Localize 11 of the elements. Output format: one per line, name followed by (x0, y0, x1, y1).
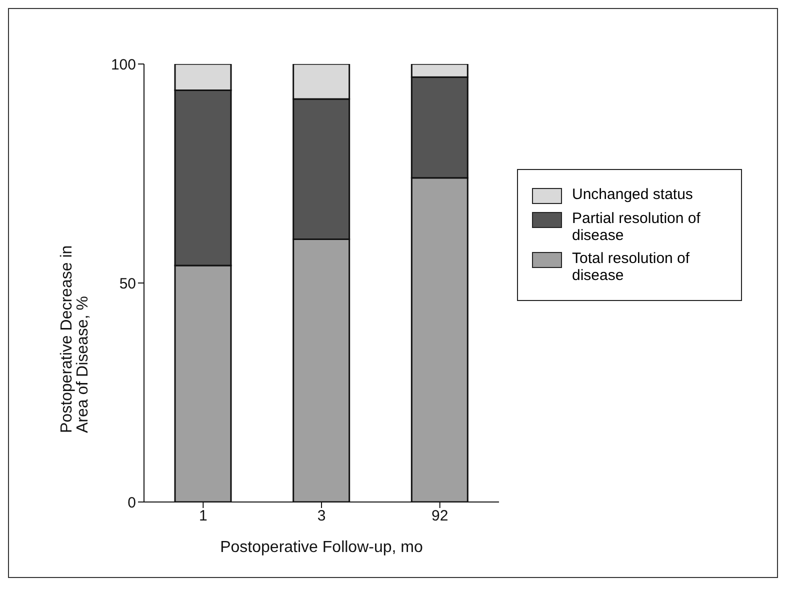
legend-label: Unchanged status (572, 186, 693, 203)
legend-label: Total resolution of disease (572, 250, 691, 284)
y-tick-label: 100 (110, 56, 136, 74)
y-tick-label: 0 (128, 494, 136, 512)
y-axis-title: Postoperative Decrease in Area of Disease, % (58, 245, 92, 433)
legend-label: Partial resolution of disease (572, 210, 702, 244)
x-tick-label: 1 (198, 508, 208, 525)
y-tick-label: 50 (119, 275, 136, 292)
x-tick-label: 92 (431, 508, 448, 525)
x-tick-label: 3 (317, 508, 326, 525)
x-axis-title: Postoperative Follow-up, mo (220, 539, 423, 556)
